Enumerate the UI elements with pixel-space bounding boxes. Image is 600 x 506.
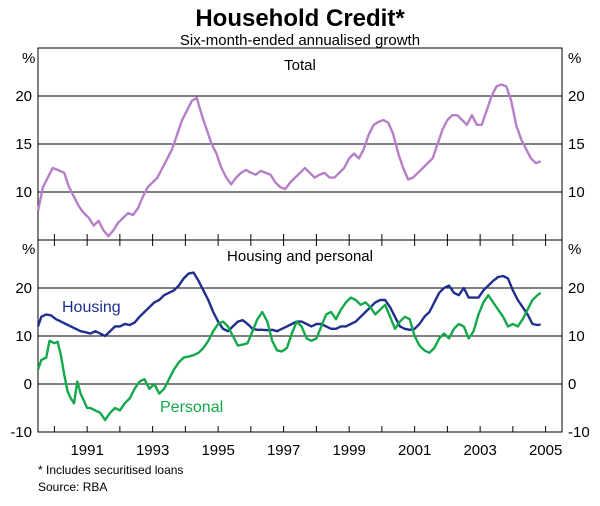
- footnote-securitised: * Includes securitised loans: [38, 463, 183, 477]
- bottom-panel-title: Housing and personal: [227, 248, 373, 265]
- chart-subtitle: Six-month-ended annualised growth: [180, 32, 420, 49]
- x-tick-label: 1997: [267, 442, 300, 459]
- top-left-unit: %: [22, 50, 35, 67]
- y-tick-label-right: 20: [568, 280, 585, 297]
- y-tick-label-right: 10: [568, 328, 585, 345]
- y-tick-label-left: 0: [24, 376, 32, 393]
- x-tick-label: 1999: [332, 442, 365, 459]
- y-tick-label-right: 0: [568, 376, 576, 393]
- y-tick-label-left: -10: [10, 424, 32, 441]
- y-tick-label-left: 10: [15, 328, 32, 345]
- gridlines: [38, 95, 562, 385]
- personal-series-line: [36, 291, 542, 422]
- total-series-line: [36, 83, 542, 238]
- top-panel-title: Total: [284, 57, 316, 74]
- y-tick-label-left: 10: [15, 184, 32, 201]
- y-tick-labels: 20 20 15 15 10 10 20 20 10 10 0 0 -10 -10: [10, 88, 589, 441]
- bottom-left-unit: %: [22, 241, 35, 258]
- y-tick-label-right: 15: [568, 136, 585, 153]
- x-tick-label: 2003: [463, 442, 496, 459]
- y-tick-label-left: 20: [15, 88, 32, 105]
- y-tick-label-right: -10: [568, 424, 590, 441]
- x-tick-labels: 1991 1993 1995 1997 1999 2001 2003 2005: [53, 234, 562, 459]
- housing-series-label: Housing: [62, 299, 121, 316]
- y-tick-label-right: 20: [568, 88, 585, 105]
- personal-series-label: Personal: [160, 399, 223, 416]
- x-tick-label: 1993: [136, 442, 169, 459]
- footnote-source: Source: RBA: [38, 480, 107, 494]
- y-tick-label-right: 10: [568, 184, 585, 201]
- x-tick-label: 1995: [201, 442, 234, 459]
- series-lines: [36, 83, 542, 422]
- x-tick-label: 1991: [70, 442, 103, 459]
- top-right-unit: %: [568, 50, 581, 67]
- x-tick-label: 2005: [529, 442, 562, 459]
- x-tick-label: 2001: [398, 442, 431, 459]
- bottom-right-unit: %: [568, 241, 581, 258]
- chart-title: Household Credit*: [195, 5, 405, 32]
- y-tick-label-left: 20: [15, 280, 32, 297]
- y-tick-label-left: 15: [15, 136, 32, 153]
- housing-series-line: [36, 271, 541, 338]
